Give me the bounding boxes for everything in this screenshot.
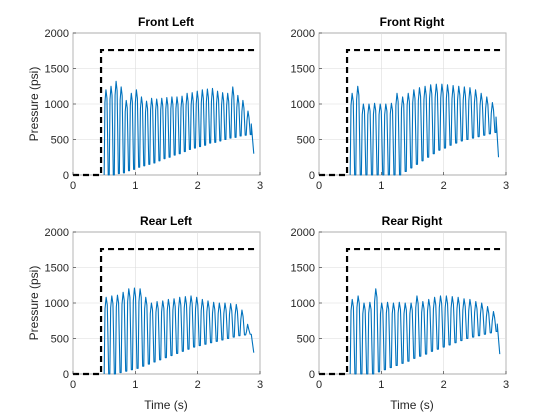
y-tick-label: 0 xyxy=(63,170,69,182)
panel-title: Rear Right xyxy=(382,214,443,228)
x-tick-label: 0 xyxy=(316,379,322,391)
measured-pressure-line xyxy=(349,83,500,176)
panel-title: Rear Left xyxy=(140,214,192,228)
y-axis-label: Pressure (psi) xyxy=(27,266,41,341)
ticks: 0 1 2 3 0 500 1000 1500 2000 xyxy=(45,227,264,391)
x-tick-label: 3 xyxy=(257,379,263,391)
x-tick-label: 2 xyxy=(441,180,447,192)
series-layer xyxy=(73,48,257,177)
x-axis-label: Time (s) xyxy=(390,398,434,412)
y-tick-label: 1000 xyxy=(291,298,315,310)
y-tick-label: 1500 xyxy=(45,64,69,76)
y-tick-label: 0 xyxy=(309,170,315,182)
y-tick-label: 1500 xyxy=(291,64,315,76)
x-tick-label: 1 xyxy=(378,379,384,391)
panel-rear-left: 0 1 2 3 0 500 1000 1500 2000 Rear Left Pressure … xyxy=(27,214,263,412)
x-tick-label: 1 xyxy=(132,180,138,192)
y-tick-label: 2000 xyxy=(291,28,315,40)
y-tick-label: 1000 xyxy=(291,99,315,111)
x-tick-label: 3 xyxy=(503,379,509,391)
x-tick-label: 3 xyxy=(257,180,263,192)
y-tick-label: 0 xyxy=(309,369,315,381)
measured-pressure-line xyxy=(349,288,501,375)
y-tick-label: 500 xyxy=(297,334,315,346)
x-tick-label: 2 xyxy=(195,379,201,391)
y-tick-label: 500 xyxy=(297,135,315,147)
y-tick-label: 1000 xyxy=(45,99,69,111)
y-axis-label: Pressure (psi) xyxy=(27,67,41,142)
x-axis-label: Time (s) xyxy=(144,398,188,412)
command-pressure-line xyxy=(319,247,503,376)
x-tick-label: 2 xyxy=(441,379,447,391)
y-tick-label: 500 xyxy=(51,334,69,346)
x-tick-label: 0 xyxy=(70,379,76,391)
measured-pressure-line xyxy=(103,80,255,176)
y-tick-label: 500 xyxy=(51,135,69,147)
ticks: 0 1 2 3 0 500 1000 1500 2000 xyxy=(291,28,510,192)
command-pressure-line xyxy=(319,48,503,177)
series-layer xyxy=(73,247,257,376)
y-tick-label: 1500 xyxy=(45,263,69,275)
x-tick-label: 1 xyxy=(132,379,138,391)
x-tick-label: 0 xyxy=(70,180,76,192)
panel-front-left: 0 1 2 3 0 500 1000 1500 2000 Front Left Pressure… xyxy=(27,15,263,192)
x-tick-label: 3 xyxy=(503,180,509,192)
ticks: 0 1 2 3 0 500 1000 1500 2000 xyxy=(291,227,510,391)
panel-rear-right: 0 1 2 3 0 500 1000 1500 2000 Rear Right Time (s) xyxy=(291,214,510,412)
y-tick-label: 1500 xyxy=(291,263,315,275)
series-layer xyxy=(319,48,503,177)
y-tick-label: 1000 xyxy=(45,298,69,310)
command-pressure-line xyxy=(73,48,257,177)
series-layer xyxy=(319,247,503,376)
y-tick-label: 2000 xyxy=(45,28,69,40)
command-pressure-line xyxy=(73,247,257,376)
panel-front-right: 0 1 2 3 0 500 1000 1500 2000 Front Right xyxy=(291,15,510,192)
y-tick-label: 2000 xyxy=(45,227,69,239)
x-tick-label: 1 xyxy=(378,180,384,192)
grid xyxy=(318,32,507,176)
y-tick-label: 0 xyxy=(63,369,69,381)
x-tick-label: 0 xyxy=(316,180,322,192)
measured-pressure-line xyxy=(103,287,255,375)
panel-title: Front Right xyxy=(380,15,445,29)
x-tick-label: 2 xyxy=(195,180,201,192)
y-tick-label: 2000 xyxy=(291,227,315,239)
ticks: 0 1 2 3 0 500 1000 1500 2000 xyxy=(45,28,264,192)
panel-title: Front Left xyxy=(138,15,194,29)
